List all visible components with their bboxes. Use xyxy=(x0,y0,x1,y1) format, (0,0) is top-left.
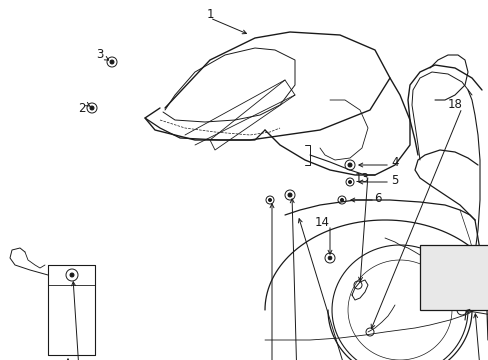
Text: 6: 6 xyxy=(373,192,381,204)
Circle shape xyxy=(287,193,291,197)
Text: 1: 1 xyxy=(206,8,213,21)
Text: 18: 18 xyxy=(447,99,462,112)
Circle shape xyxy=(340,198,343,202)
Circle shape xyxy=(70,273,74,277)
Circle shape xyxy=(327,256,331,260)
Text: 14: 14 xyxy=(314,216,329,229)
Circle shape xyxy=(90,106,94,110)
Text: 4: 4 xyxy=(390,157,398,170)
Circle shape xyxy=(348,180,351,184)
Text: 13: 13 xyxy=(354,171,368,184)
Circle shape xyxy=(268,198,271,202)
Text: 2: 2 xyxy=(78,102,85,114)
Text: 5: 5 xyxy=(390,174,398,186)
Circle shape xyxy=(110,60,114,64)
Text: 3: 3 xyxy=(96,49,103,62)
Bar xyxy=(419,245,488,310)
Circle shape xyxy=(347,163,351,167)
